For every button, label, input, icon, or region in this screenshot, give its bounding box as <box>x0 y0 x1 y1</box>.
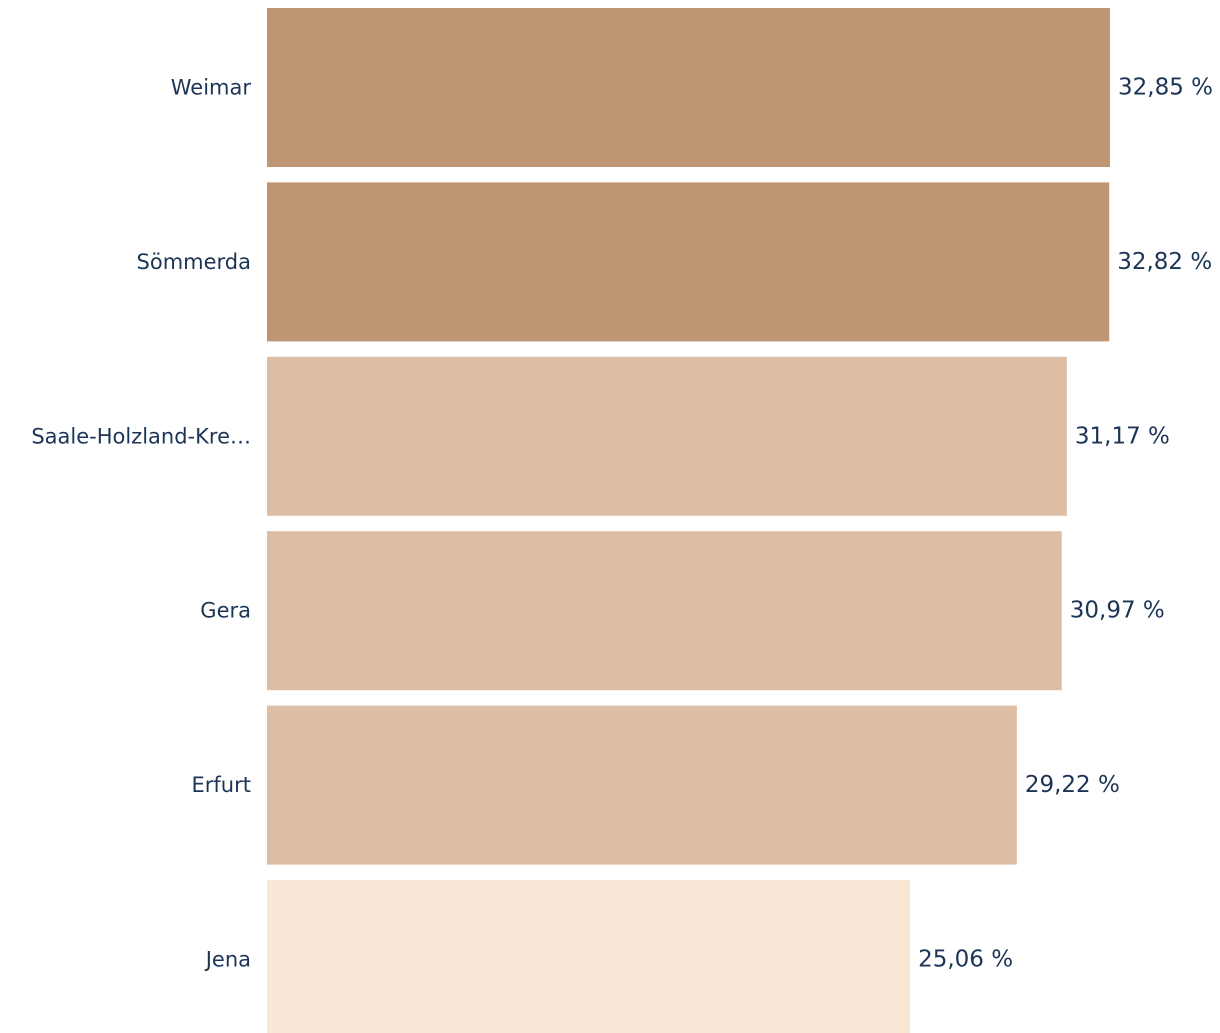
category-label: Erfurt <box>192 773 251 797</box>
category-label: Saale-Holzland-Kre… <box>31 424 251 448</box>
category-label: Jena <box>204 948 251 972</box>
bar-group: Jena 25,06 % <box>204 880 1013 1033</box>
bar-group: Weimar 32,85 % <box>171 8 1213 167</box>
value-label: 25,06 % <box>918 947 1013 973</box>
bar <box>267 8 1110 167</box>
value-label: 32,85 % <box>1118 75 1213 101</box>
value-label: 29,22 % <box>1025 772 1120 798</box>
bar-group: Saale-Holzland-Kre… 31,17 % <box>31 356 1170 516</box>
category-label: Sömmerda <box>137 250 251 274</box>
bar-group: Gera 30,97 % <box>200 531 1165 691</box>
bar-group: Sömmerda 32,82 % <box>137 182 1212 342</box>
bar <box>267 356 1067 516</box>
category-label: Weimar <box>171 76 252 100</box>
bar <box>267 531 1062 691</box>
value-label: 31,17 % <box>1075 423 1170 449</box>
category-label: Gera <box>200 599 251 623</box>
bar <box>267 880 911 1033</box>
value-label: 32,82 % <box>1117 249 1212 275</box>
bar <box>267 182 1110 342</box>
value-label: 30,97 % <box>1070 598 1165 624</box>
bar-group: Erfurt 29,22 % <box>192 705 1120 865</box>
bar <box>267 705 1017 865</box>
